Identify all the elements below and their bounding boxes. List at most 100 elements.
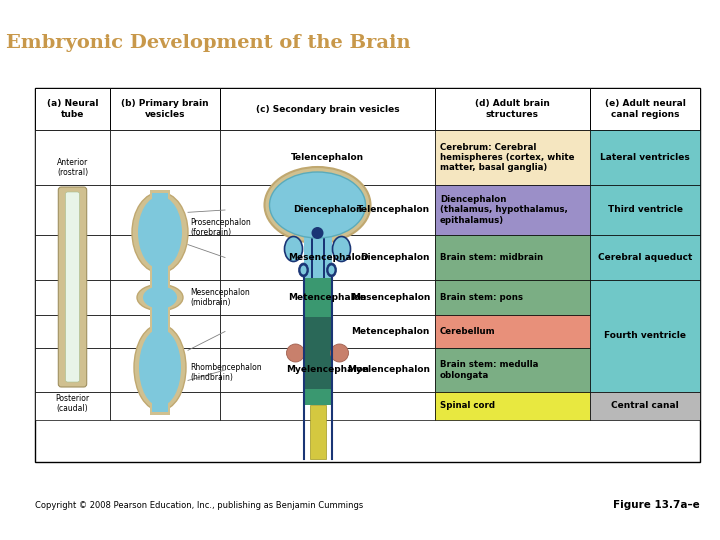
- Bar: [435, 348, 590, 392]
- Ellipse shape: [300, 266, 307, 274]
- Text: Figure 13.7a–e: Figure 13.7a–e: [613, 500, 700, 510]
- Text: Copyright © 2008 Pearson Education, Inc., publishing as Benjamin Cummings: Copyright © 2008 Pearson Education, Inc.…: [35, 501, 364, 510]
- Bar: [435, 185, 590, 235]
- Text: (b) Primary brain
vesicles: (b) Primary brain vesicles: [121, 99, 209, 119]
- Bar: [35, 130, 110, 185]
- Bar: [35, 315, 110, 348]
- Ellipse shape: [264, 167, 371, 243]
- Bar: [220, 315, 435, 348]
- Ellipse shape: [269, 172, 366, 238]
- Bar: [150, 190, 170, 415]
- Ellipse shape: [143, 286, 177, 309]
- Text: Spinal cord: Spinal cord: [440, 402, 495, 410]
- Text: Telencephalon: Telencephalon: [291, 153, 364, 162]
- Bar: [590, 392, 700, 420]
- Text: Myelencephalon: Myelencephalon: [286, 366, 369, 375]
- Text: (a) Neural
tube: (a) Neural tube: [47, 99, 98, 119]
- Text: (d) Adult brain
structures: (d) Adult brain structures: [475, 99, 550, 119]
- Ellipse shape: [139, 329, 181, 406]
- Text: Diencephalon: Diencephalon: [361, 253, 430, 262]
- Text: (c) Secondary brain vesicles: (c) Secondary brain vesicles: [256, 105, 400, 113]
- Bar: [310, 405, 325, 459]
- Bar: [110, 130, 220, 185]
- Ellipse shape: [328, 266, 335, 274]
- Ellipse shape: [312, 227, 323, 239]
- Text: Prosencephalon
(forebrain): Prosencephalon (forebrain): [190, 218, 251, 237]
- Bar: [590, 235, 700, 280]
- Text: Brain stem: pons: Brain stem: pons: [440, 293, 523, 302]
- Ellipse shape: [333, 237, 351, 261]
- Bar: [310, 230, 325, 278]
- Bar: [110, 185, 220, 235]
- Ellipse shape: [330, 344, 348, 362]
- Text: Myelencephalon: Myelencephalon: [347, 366, 430, 375]
- Bar: [35, 88, 110, 130]
- Text: Telencephalon: Telencephalon: [357, 206, 430, 214]
- Bar: [35, 235, 110, 280]
- Text: Cerebellum: Cerebellum: [440, 327, 495, 336]
- Text: Embryonic Development of the Brain: Embryonic Development of the Brain: [6, 34, 410, 52]
- Ellipse shape: [132, 192, 188, 273]
- Text: Metencephalon: Metencephalon: [288, 293, 366, 302]
- Bar: [110, 88, 220, 130]
- Bar: [312, 230, 323, 278]
- Bar: [304, 317, 331, 389]
- Bar: [304, 389, 331, 405]
- Bar: [590, 130, 700, 185]
- Bar: [590, 185, 700, 235]
- Ellipse shape: [299, 263, 308, 277]
- Text: Cerebrum: Cerebral
hemispheres (cortex, white
matter, basal ganglia): Cerebrum: Cerebral hemispheres (cortex, …: [440, 143, 575, 172]
- Bar: [435, 315, 590, 348]
- Text: Metencephalon: Metencephalon: [351, 327, 430, 336]
- Bar: [220, 392, 435, 420]
- Bar: [110, 392, 220, 420]
- Bar: [590, 280, 700, 392]
- Bar: [435, 130, 590, 185]
- Bar: [435, 88, 590, 130]
- Bar: [152, 193, 168, 412]
- Bar: [35, 185, 110, 235]
- Text: (e) Adult neural
canal regions: (e) Adult neural canal regions: [605, 99, 685, 119]
- Bar: [220, 280, 435, 315]
- Text: Mesencephalon: Mesencephalon: [288, 253, 367, 262]
- Bar: [220, 235, 435, 280]
- Bar: [220, 348, 435, 392]
- Bar: [435, 235, 590, 280]
- Bar: [110, 348, 220, 392]
- Ellipse shape: [287, 344, 305, 362]
- Text: Mesencephalon
(midbrain): Mesencephalon (midbrain): [190, 288, 250, 307]
- Bar: [35, 88, 700, 462]
- Text: Brain stem: midbrain: Brain stem: midbrain: [440, 253, 543, 262]
- Bar: [110, 280, 220, 315]
- Bar: [35, 392, 110, 420]
- Text: Lateral ventricles: Lateral ventricles: [600, 153, 690, 162]
- Bar: [304, 278, 331, 317]
- Bar: [220, 185, 435, 235]
- Bar: [304, 230, 331, 278]
- Text: Fourth ventricle: Fourth ventricle: [604, 332, 686, 341]
- FancyBboxPatch shape: [58, 187, 86, 387]
- Text: Diencephalon
(thalamus, hypothalamus,
epithalamus): Diencephalon (thalamus, hypothalamus, ep…: [440, 195, 568, 225]
- Text: Anterior
(rostral): Anterior (rostral): [57, 158, 88, 177]
- Bar: [435, 392, 590, 420]
- Text: Mesencephalon: Mesencephalon: [351, 293, 430, 302]
- Text: Posterior
(caudal): Posterior (caudal): [55, 394, 89, 414]
- Text: Diencephalon: Diencephalon: [293, 206, 362, 214]
- Bar: [35, 280, 110, 315]
- Text: Rhombencephalon
(hindbrain): Rhombencephalon (hindbrain): [190, 363, 261, 382]
- Ellipse shape: [326, 263, 336, 277]
- FancyBboxPatch shape: [66, 192, 79, 382]
- Ellipse shape: [137, 285, 183, 310]
- Text: Central canal: Central canal: [611, 402, 679, 410]
- Bar: [110, 315, 220, 348]
- Text: Cerebral aqueduct: Cerebral aqueduct: [598, 253, 692, 262]
- Bar: [435, 280, 590, 315]
- Ellipse shape: [138, 196, 182, 269]
- Text: Third ventricle: Third ventricle: [608, 206, 683, 214]
- Bar: [590, 88, 700, 130]
- Bar: [220, 88, 435, 130]
- Ellipse shape: [284, 237, 302, 261]
- Bar: [35, 348, 110, 392]
- Text: Brain stem: medulla
oblongata: Brain stem: medulla oblongata: [440, 360, 539, 380]
- Bar: [220, 130, 435, 185]
